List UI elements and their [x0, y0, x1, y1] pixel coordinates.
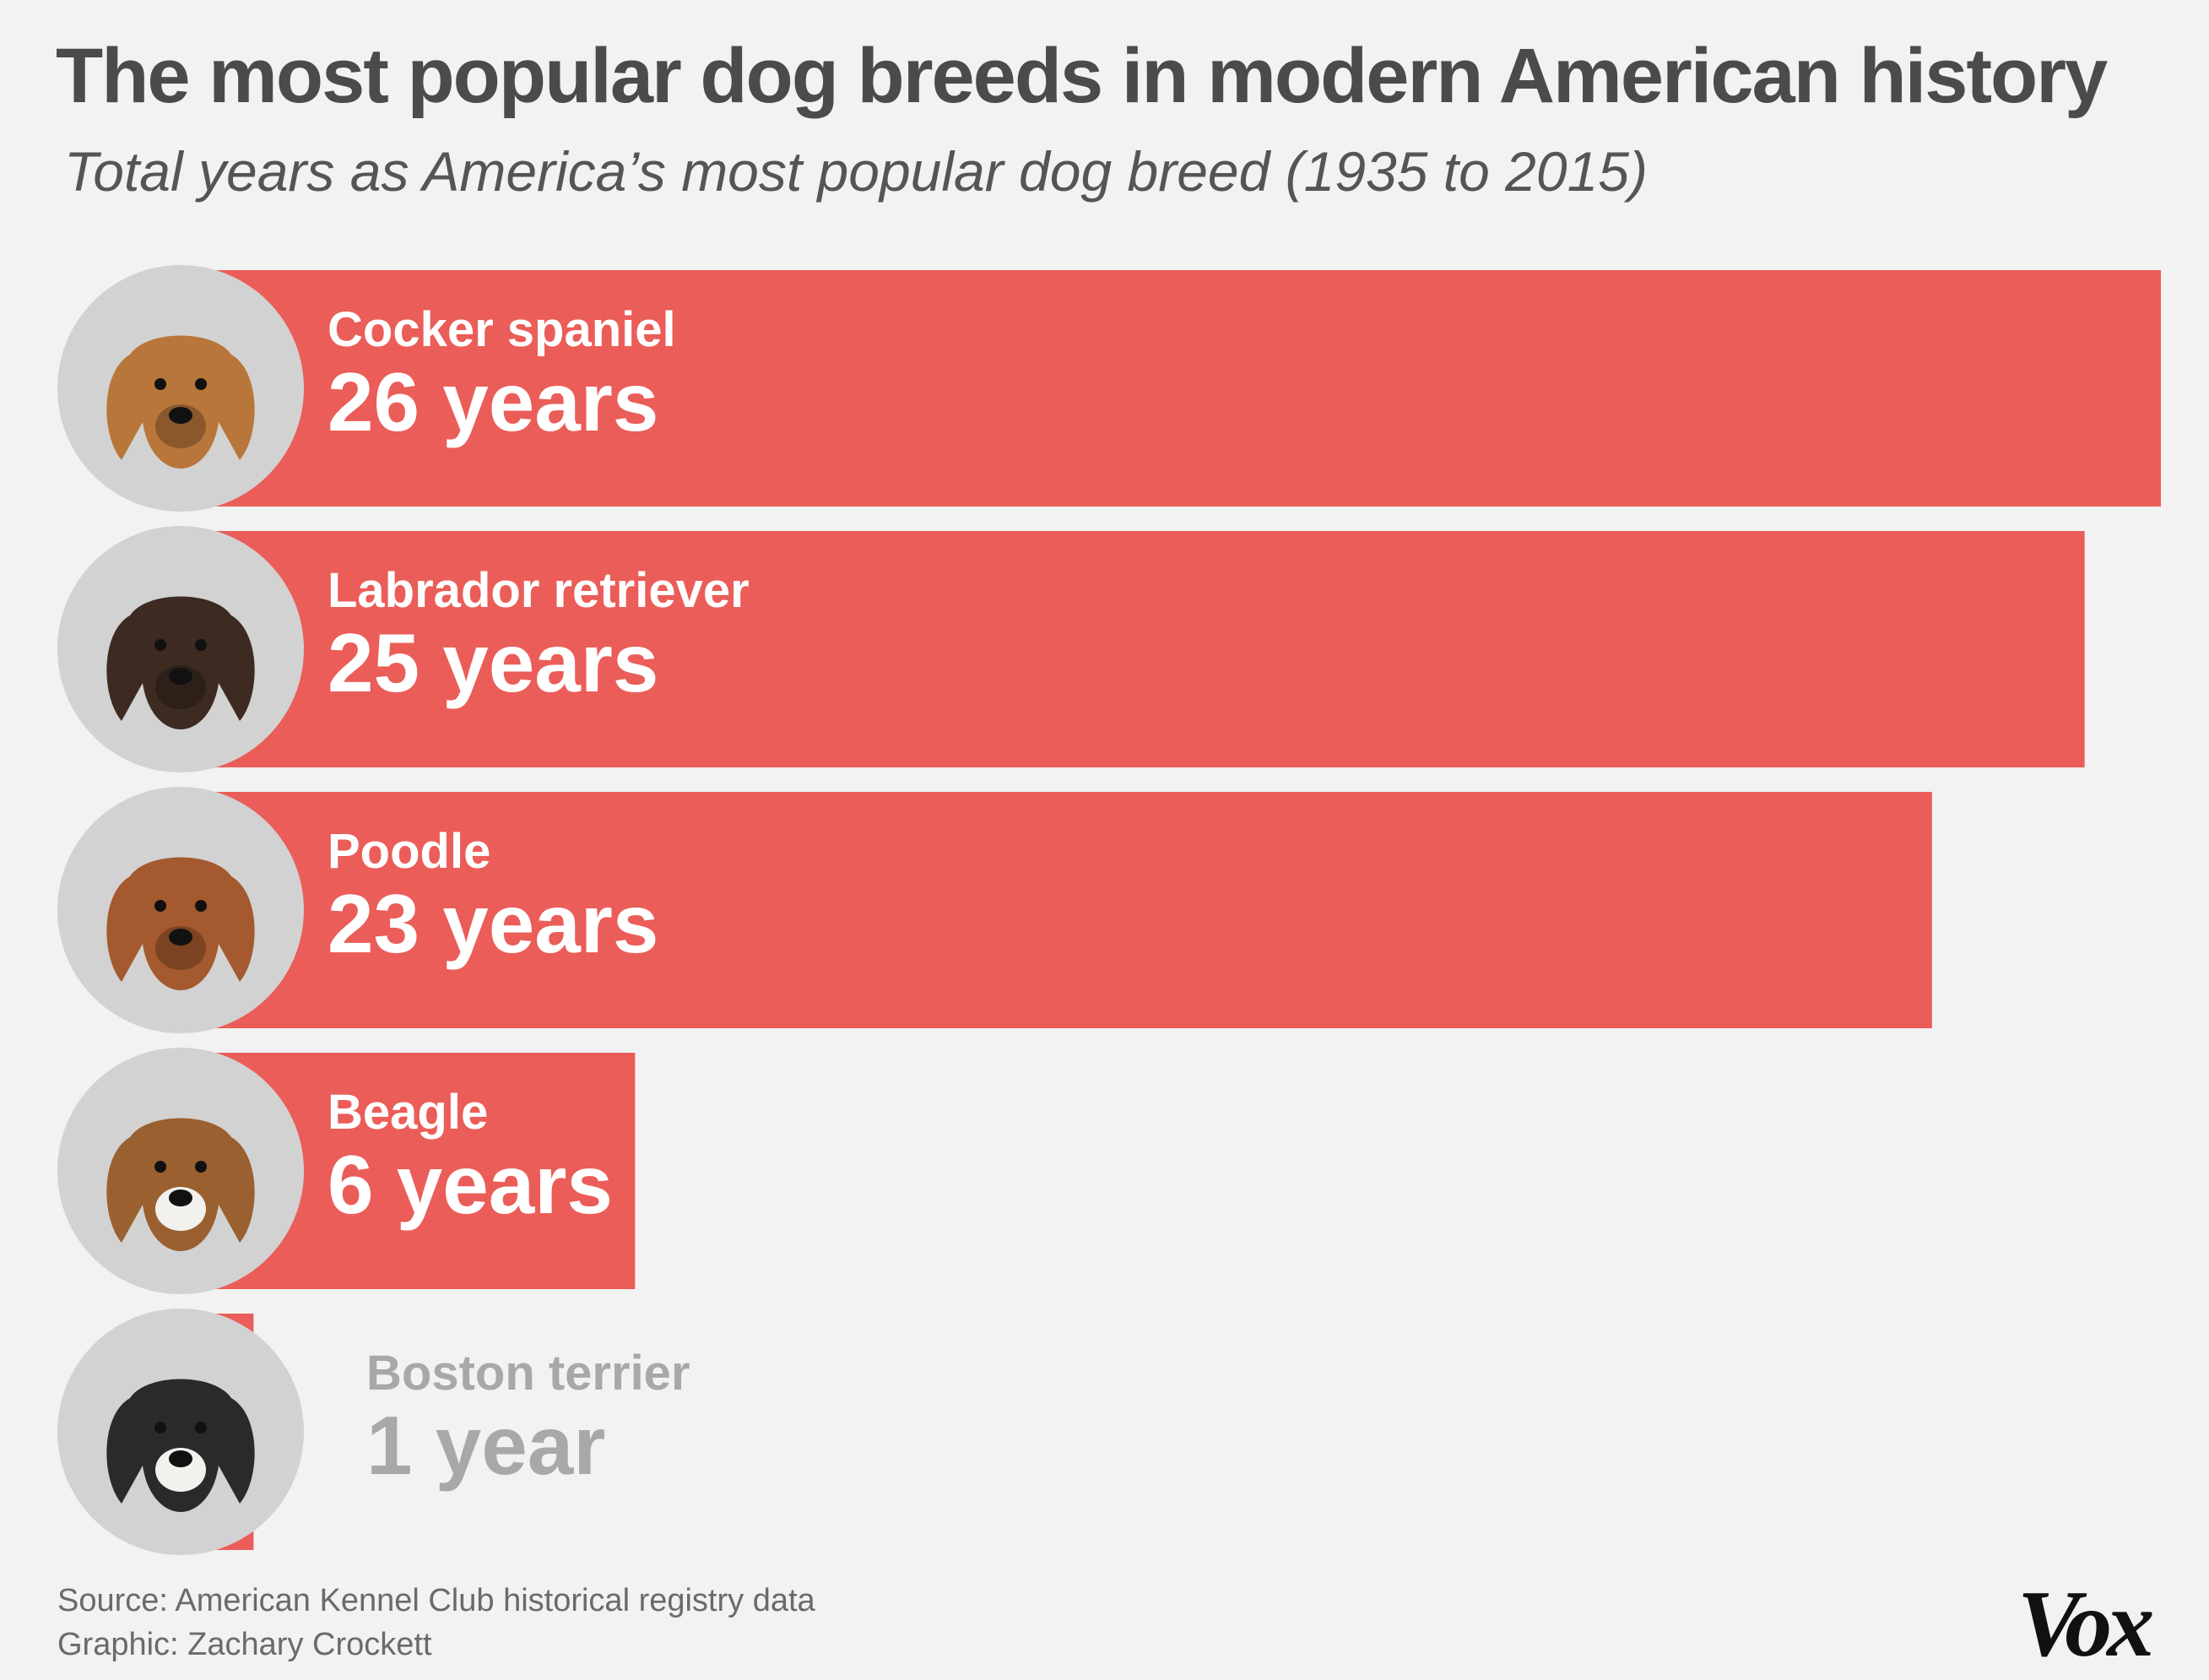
vox-logo: Vox — [2017, 1572, 2154, 1677]
breed-name-label: Beagle — [328, 1085, 488, 1140]
breed-name-label: Labrador retriever — [328, 563, 750, 618]
breed-name-label: Boston terrier — [366, 1346, 690, 1401]
source-line: Source: American Kennel Club historical … — [57, 1583, 815, 1618]
years-value-label: 25 years — [328, 616, 658, 709]
poodle-photo-icon — [106, 857, 255, 990]
beagle-photo-icon — [106, 1118, 255, 1251]
breed-name-label: Cocker spaniel — [328, 302, 676, 357]
bar-cocker-spaniel — [177, 270, 2161, 507]
years-value-label: 23 years — [328, 877, 658, 970]
chart-title: The most popular dog breeds in modern Am… — [56, 33, 2108, 119]
years-value-label: 26 years — [328, 355, 658, 448]
boston-terrier-photo-icon — [106, 1379, 255, 1512]
years-value-label: 6 years — [328, 1138, 613, 1231]
labrador-retriever-photo-icon — [106, 596, 255, 729]
chart-subtitle: Total years as America’s most popular do… — [64, 140, 1648, 203]
years-value-label: 1 year — [366, 1399, 605, 1492]
cocker-spaniel-photo-icon — [106, 335, 255, 469]
source-note: Source: American Kennel Club historical … — [57, 1579, 815, 1666]
graphic-credit-line: Graphic: Zachary Crockett — [57, 1627, 432, 1662]
bar-labrador-retriever — [177, 531, 2085, 767]
bar-poodle — [177, 792, 1932, 1028]
breed-name-label: Poodle — [328, 824, 490, 879]
